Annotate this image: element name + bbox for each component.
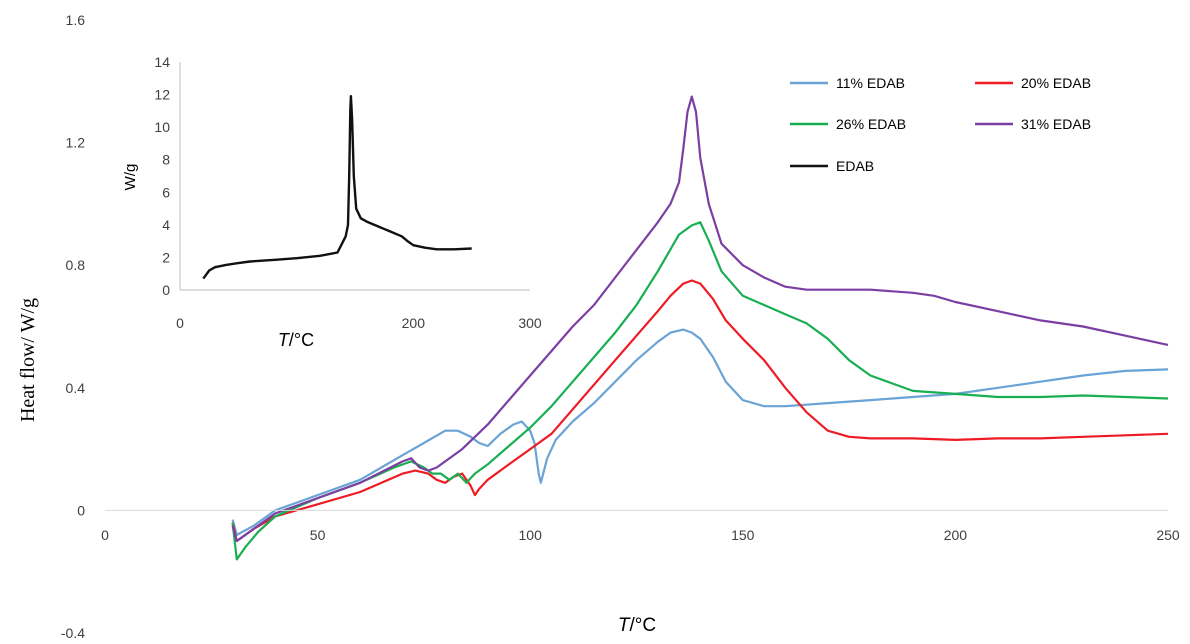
inset-y-axis-title: W/g xyxy=(122,164,139,191)
inset-y-tick-label: 4 xyxy=(162,217,170,233)
main-x-ticks: 0 50 100 150 200 250 xyxy=(101,527,1180,543)
main-x-axis-title-unit: /°C xyxy=(630,615,657,636)
inset-y-tick-label: 12 xyxy=(154,87,170,103)
series-line-edab xyxy=(202,95,472,280)
inset-x-tick-label: 300 xyxy=(518,315,542,331)
inset-y-tick-label: 2 xyxy=(162,249,170,265)
main-y-tick-label: -0.4 xyxy=(61,625,85,641)
legend-item: 31% EDAB xyxy=(975,116,1091,132)
series-line-31-edab xyxy=(231,95,1169,543)
series-line-20-edab xyxy=(231,279,1169,543)
main-chart: -0.400.40.81.21.6 0 50 100 150 200 250 Heat f… xyxy=(17,12,1180,641)
inset-y-ticks: 0 2 4 6 8 10 12 14 xyxy=(154,54,170,298)
inset-y-tick-label: 14 xyxy=(154,54,170,70)
main-x-tick-label: 200 xyxy=(944,527,968,543)
inset-x-axis-title: T/°C xyxy=(278,330,314,350)
main-x-tick-label: 100 xyxy=(519,527,543,543)
inset-y-tick-label: 10 xyxy=(154,119,170,135)
inset-x-axis-title-unit: /°C xyxy=(289,330,314,350)
legend-label: 26% EDAB xyxy=(836,116,906,132)
main-y-axis-title: Heat flow/ W/g xyxy=(17,298,39,422)
inset-y-tick-label: 8 xyxy=(162,152,170,168)
main-y-tick-label: 0 xyxy=(77,502,85,518)
series-line-11-edab xyxy=(231,328,1169,536)
series-line-26-edab xyxy=(231,221,1169,561)
legend-item: 20% EDAB xyxy=(975,75,1091,91)
legend-label: 31% EDAB xyxy=(1021,116,1091,132)
legend-label: EDAB xyxy=(836,158,874,174)
main-y-tick-label: 0.8 xyxy=(66,257,86,273)
inset-plot-lines xyxy=(202,95,472,280)
main-y-tick-label: 1.6 xyxy=(66,12,86,28)
legend-label: 20% EDAB xyxy=(1021,75,1091,91)
legend-label: 11% EDAB xyxy=(836,75,905,91)
main-y-tick-label: 1.2 xyxy=(66,135,86,151)
main-y-tick-label: 0.4 xyxy=(66,380,86,396)
legend-item: 26% EDAB xyxy=(790,116,906,132)
main-plot-lines xyxy=(231,95,1169,561)
inset-x-tick-label: 200 xyxy=(402,315,426,331)
main-x-tick-label: 50 xyxy=(310,527,326,543)
inset-x-axis-title-symbol: T xyxy=(278,330,291,350)
main-x-axis-title-symbol: T xyxy=(618,615,631,636)
inset-x-ticks: 0 200 300 xyxy=(176,315,542,331)
legend-item: EDAB xyxy=(790,158,874,174)
legend: 11% EDAB 20% EDAB 26% EDAB 31% EDAB EDAB xyxy=(790,75,1091,174)
main-x-tick-label: 250 xyxy=(1156,527,1180,543)
main-y-ticks: -0.4 0 0.4 0.8 1.2 1.6 xyxy=(61,12,85,641)
inset-chart: 0 2 4 6 8 10 12 14 0 200 300 W/g T/°C xyxy=(122,54,542,350)
inset-x-tick-label: 0 xyxy=(176,315,184,331)
inset-y-tick-label: 6 xyxy=(162,184,170,200)
main-x-tick-label: 150 xyxy=(731,527,755,543)
inset-y-tick-label: 0 xyxy=(162,282,170,298)
legend-item: 11% EDAB xyxy=(790,75,905,91)
main-x-tick-label: 0 xyxy=(101,527,109,543)
main-x-axis-title: T/°C xyxy=(618,615,656,636)
